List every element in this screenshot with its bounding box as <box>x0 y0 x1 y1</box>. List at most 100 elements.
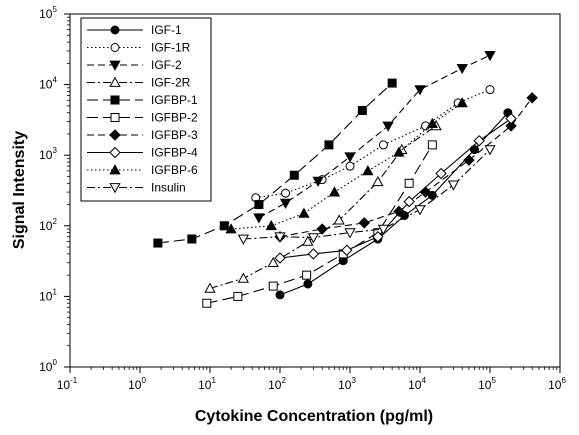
x-tick-label: 103 <box>338 376 356 392</box>
data-point <box>403 195 415 208</box>
data-point <box>447 180 460 191</box>
series-igf-2 <box>253 50 496 224</box>
legend: IGF-1 IGF-1R IGF-2 IGF-2R IGFBP-1 IGFBP-2 IGFB… <box>80 17 212 202</box>
data-point <box>378 140 388 150</box>
legend-marker <box>109 129 121 141</box>
data-point <box>435 167 447 180</box>
data-point <box>333 214 345 225</box>
data-point <box>219 221 229 231</box>
data-point <box>298 207 310 218</box>
legend-label: IGF-2R <box>151 76 191 90</box>
data-point <box>281 188 291 198</box>
data-point <box>254 200 264 210</box>
data-point <box>303 279 313 289</box>
legend-item: Insulin <box>87 181 186 195</box>
data-point <box>233 291 243 301</box>
data-point <box>469 145 479 155</box>
data-point <box>414 205 426 216</box>
legend-item: IGF-1R <box>87 41 191 55</box>
data-point <box>463 154 475 166</box>
data-point <box>265 219 277 231</box>
x-tick-label: 106 <box>548 376 566 392</box>
legend-label: IGFBP-4 <box>151 146 198 160</box>
legend-item: IGF-2 <box>87 58 182 72</box>
series-line <box>279 118 512 259</box>
x-tick-label: 102 <box>268 376 286 392</box>
data-point <box>225 223 237 234</box>
y-tick-label: 105 <box>39 5 57 21</box>
data-point <box>289 170 299 180</box>
series-line <box>243 149 491 240</box>
data-point <box>372 175 384 187</box>
data-point <box>414 85 426 96</box>
data-point <box>274 252 286 264</box>
legend-item: IGFBP-2 <box>87 111 198 125</box>
data-point <box>324 140 334 150</box>
data-point <box>484 145 496 156</box>
x-tick-label: 100 <box>128 376 146 392</box>
series-igfbp-4 <box>274 112 517 264</box>
data-point <box>362 165 374 176</box>
series-igfbp-6 <box>225 97 468 234</box>
series-igf-1 <box>275 108 513 300</box>
x-tick-label: 104 <box>408 376 426 392</box>
series-igf-1r <box>251 85 495 203</box>
data-point <box>307 233 320 244</box>
y-tick-label: 100 <box>39 358 57 374</box>
data-point <box>202 298 212 308</box>
data-point <box>358 217 370 229</box>
data-point <box>253 213 265 224</box>
legend-label: IGF-2 <box>151 58 182 72</box>
series-igfbp-2 <box>202 140 437 308</box>
data-point <box>377 224 390 235</box>
data-point <box>268 281 278 291</box>
legend-box <box>80 17 212 202</box>
legend-label: Insulin <box>151 181 186 195</box>
y-tick-label: 102 <box>39 217 57 233</box>
legend-marker <box>109 164 121 175</box>
plot-frame <box>69 13 561 368</box>
legend-marker <box>110 95 120 105</box>
data-point <box>302 270 312 280</box>
series-group <box>153 50 538 308</box>
legend-marker <box>109 76 121 87</box>
legend-marker <box>109 146 121 159</box>
series-line <box>258 54 491 219</box>
legend-marker <box>110 43 120 52</box>
legend-marker <box>110 113 120 122</box>
y-axis-title: Signal Intensity <box>11 131 28 249</box>
data-point <box>153 238 163 248</box>
series-line <box>206 144 433 304</box>
legend-marker <box>109 60 121 71</box>
data-point <box>456 63 468 75</box>
data-point <box>237 234 250 245</box>
data-point <box>341 244 353 256</box>
series-line <box>279 112 509 296</box>
legend-item: IGF-1 <box>87 23 182 37</box>
legend-label: IGF-1 <box>151 23 182 37</box>
axes: 10-1 100 101 102 103 104 105 106100101102103104… <box>39 5 566 392</box>
series-line <box>157 82 393 244</box>
data-point <box>505 112 517 125</box>
data-point <box>274 232 286 243</box>
data-point <box>387 78 397 88</box>
data-point <box>328 186 341 197</box>
x-tick-label: 10-1 <box>57 376 78 392</box>
data-point <box>426 117 438 128</box>
data-point <box>345 161 355 171</box>
series-igfbp-1 <box>153 78 397 248</box>
series-line <box>231 102 463 230</box>
data-point <box>279 198 292 209</box>
y-tick-label: 103 <box>39 146 57 162</box>
data-point <box>307 248 320 260</box>
data-point <box>526 92 538 104</box>
legend-item: IGFBP-1 <box>87 93 198 107</box>
series-insulin <box>237 145 496 245</box>
legend-label: IGFBP-6 <box>151 163 198 177</box>
data-point <box>393 146 405 157</box>
legend-item: IGFBP-4 <box>87 146 198 160</box>
legend-label: IGFBP-1 <box>151 93 198 107</box>
legend-item: IGFBP-6 <box>87 163 198 177</box>
data-point <box>344 152 356 163</box>
